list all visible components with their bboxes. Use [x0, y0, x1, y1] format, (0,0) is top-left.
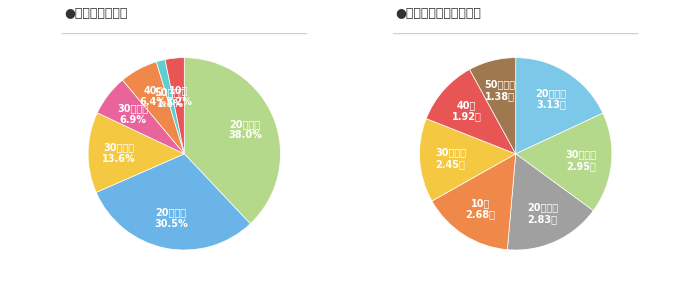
Text: 20代後半
3.13回: 20代後半 3.13回	[536, 88, 566, 110]
Text: 20代前半
2.83回: 20代前半 2.83回	[527, 203, 559, 224]
Wedge shape	[184, 58, 281, 224]
Text: 40代
1.92回: 40代 1.92回	[452, 100, 482, 121]
Text: 20代後半
30.5%: 20代後半 30.5%	[155, 207, 188, 229]
Wedge shape	[432, 154, 516, 250]
Text: 10代
3.2%: 10代 3.2%	[165, 86, 192, 107]
Text: 20代前半
38.0%: 20代前半 38.0%	[228, 119, 262, 140]
Wedge shape	[508, 154, 594, 250]
Wedge shape	[88, 113, 184, 192]
Text: 10代
2.68回: 10代 2.68回	[466, 198, 496, 220]
Text: 30代後半
6.9%: 30代後半 6.9%	[117, 103, 148, 125]
Wedge shape	[122, 62, 184, 154]
Text: 50代以上
1.5%: 50代以上 1.5%	[155, 87, 186, 109]
Text: 30代後半
2.45回: 30代後半 2.45回	[435, 148, 466, 169]
Wedge shape	[516, 58, 603, 154]
Text: ●年代別登録割合: ●年代別登録割合	[64, 7, 127, 20]
Text: 30代前半
2.95回: 30代前半 2.95回	[565, 149, 596, 171]
Wedge shape	[96, 154, 251, 250]
Text: 30代前半
13.6%: 30代前半 13.6%	[102, 142, 136, 164]
Wedge shape	[419, 119, 516, 201]
Wedge shape	[97, 80, 184, 154]
Text: 40代
6.4%: 40代 6.4%	[140, 85, 167, 107]
Wedge shape	[156, 60, 184, 154]
Wedge shape	[426, 69, 516, 154]
Text: 50代以上
1.38回: 50代以上 1.38回	[484, 80, 515, 101]
Text: ●年代別オファー平均数: ●年代別オファー平均数	[395, 7, 482, 20]
Wedge shape	[516, 113, 612, 211]
Wedge shape	[470, 58, 516, 154]
Wedge shape	[165, 58, 184, 154]
